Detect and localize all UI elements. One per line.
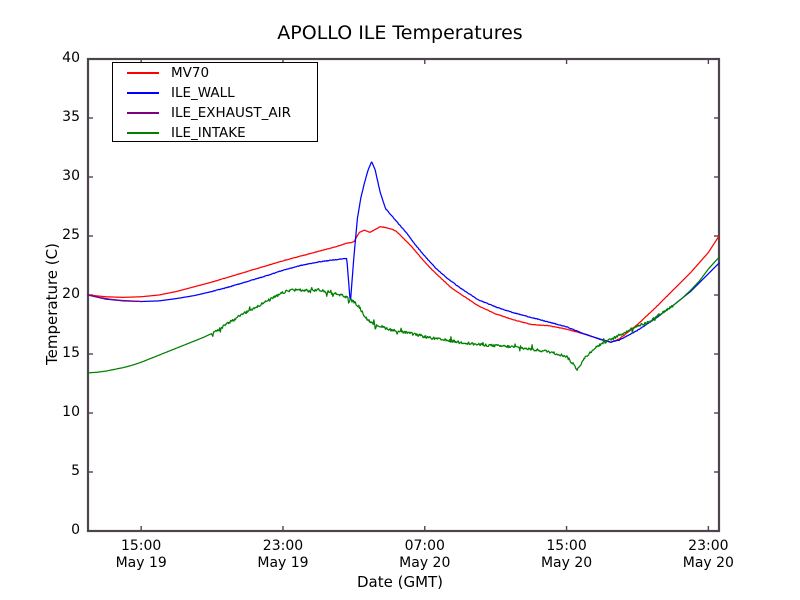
y-tick-label: 30: [62, 168, 80, 184]
y-tick-label: 25: [62, 227, 80, 243]
chart-legend: MV70 ILE_WALL ILE_EXHAUST_AIR ILE_INTAKE: [112, 62, 318, 142]
x-axis-label: Date (GMT): [356, 573, 444, 591]
legend-label-ile-exhaust-air: ILE_EXHAUST_AIR: [171, 105, 291, 121]
legend-line-ile-intake: [127, 132, 159, 134]
legend-item-ile-intake: ILE_INTAKE: [113, 123, 317, 143]
y-tick-label: 35: [62, 109, 80, 125]
legend-label-ile-wall: ILE_WALL: [171, 85, 235, 101]
legend-item-mv70: MV70: [113, 63, 317, 83]
legend-label-mv70: MV70: [171, 65, 210, 81]
y-tick-label: 10: [62, 404, 80, 420]
y-tick-label: 40: [62, 50, 80, 66]
x-tick-label: 15:00 May 20: [540, 538, 593, 571]
x-tick-label: 15:00 May 19: [115, 538, 167, 571]
legend-label-ile-intake: ILE_INTAKE: [171, 125, 246, 141]
x-tick-label: 07:00 May 20: [399, 538, 451, 571]
chart-title: APOLLO ILE Temperatures: [277, 22, 523, 44]
y-tick-label: 0: [71, 522, 80, 538]
x-tick-label: 23:00 May 20: [682, 538, 734, 571]
y-tick-label: 15: [62, 345, 80, 361]
legend-item-ile-wall: ILE_WALL: [113, 83, 317, 103]
x-tick-label: 23:00 May 19: [257, 538, 309, 571]
y-tick-label: 20: [62, 286, 80, 302]
legend-line-ile-wall: [127, 92, 159, 94]
y-tick-label: 5: [71, 463, 80, 479]
legend-item-ile-exhaust-air: ILE_EXHAUST_AIR: [113, 103, 317, 123]
legend-line-ile-exhaust-air: [127, 112, 159, 114]
legend-line-mv70: [127, 72, 159, 74]
